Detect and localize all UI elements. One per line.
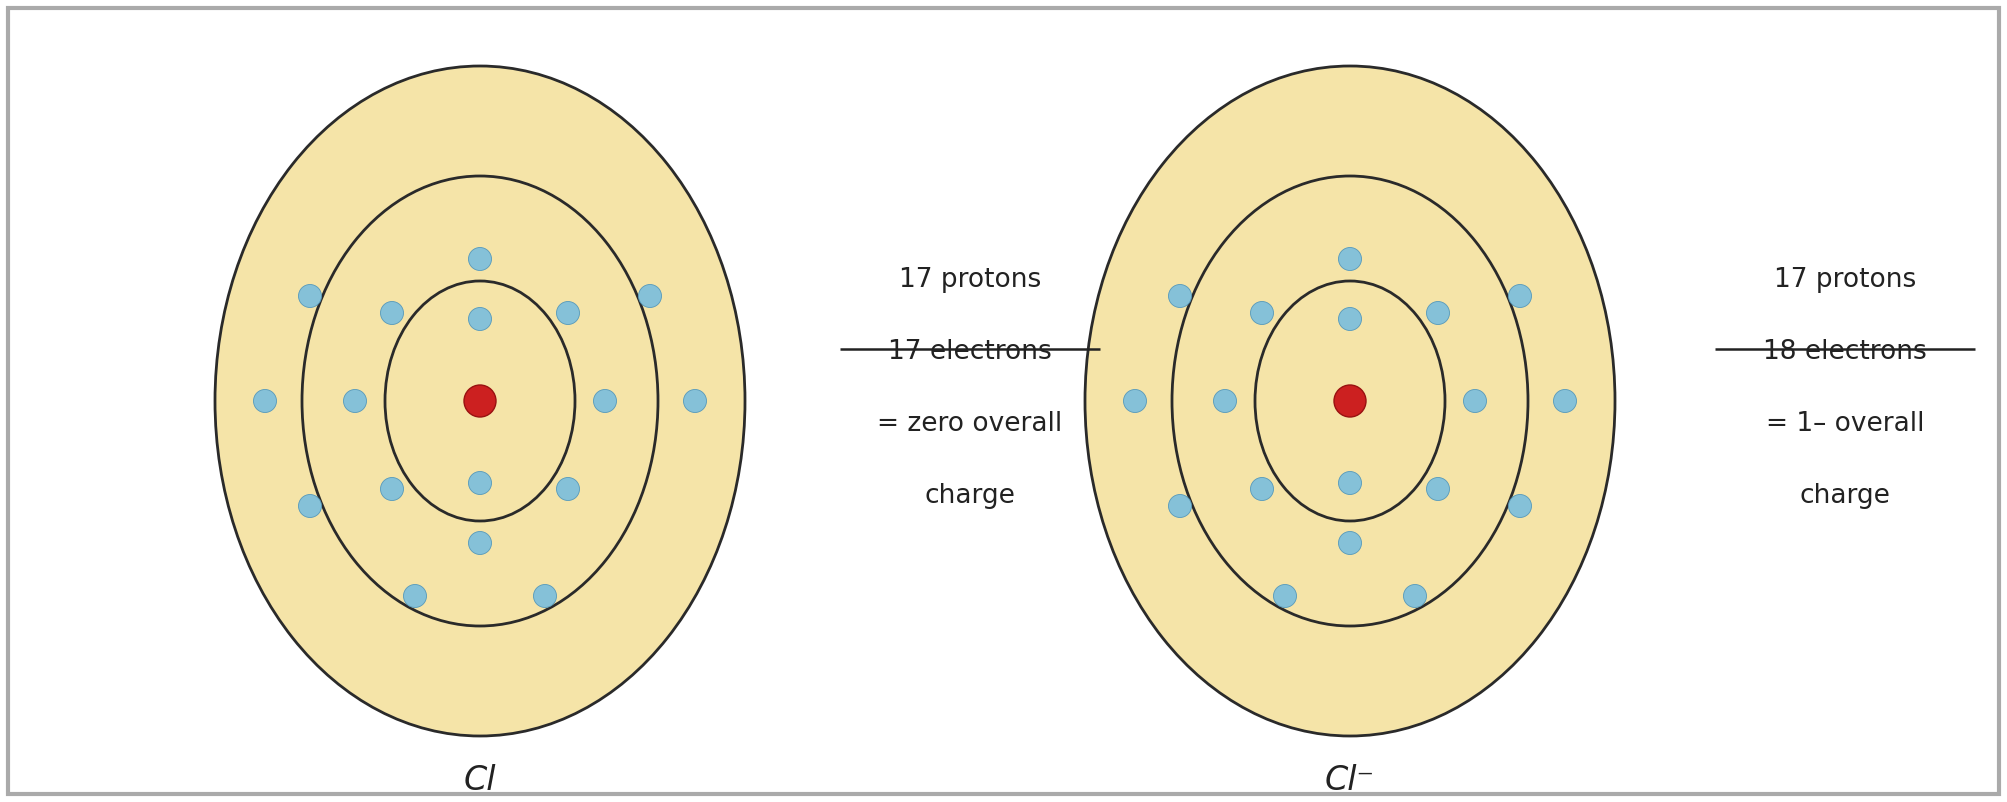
Circle shape <box>253 390 277 412</box>
Circle shape <box>1250 302 1274 325</box>
Text: 17 protons: 17 protons <box>1774 267 1917 293</box>
Circle shape <box>468 248 492 270</box>
Circle shape <box>1509 285 1531 307</box>
Text: Cl: Cl <box>464 764 496 797</box>
Circle shape <box>1553 390 1578 412</box>
Circle shape <box>1427 477 1449 500</box>
Ellipse shape <box>385 281 574 521</box>
Circle shape <box>468 472 492 495</box>
Circle shape <box>1403 585 1427 607</box>
Circle shape <box>594 390 616 412</box>
Text: charge: charge <box>925 483 1016 509</box>
Circle shape <box>464 385 496 417</box>
Circle shape <box>468 532 492 554</box>
Circle shape <box>1168 495 1192 517</box>
Circle shape <box>684 390 706 412</box>
Text: = 1– overall: = 1– overall <box>1766 411 1925 437</box>
Circle shape <box>403 585 427 607</box>
Circle shape <box>1509 495 1531 517</box>
Text: 17 electrons: 17 electrons <box>889 339 1052 365</box>
Circle shape <box>468 307 492 330</box>
Circle shape <box>1339 532 1361 554</box>
Ellipse shape <box>301 176 658 626</box>
Circle shape <box>1250 477 1274 500</box>
Ellipse shape <box>215 66 745 736</box>
Text: 17 protons: 17 protons <box>899 267 1042 293</box>
Text: 18 electrons: 18 electrons <box>1762 339 1927 365</box>
Circle shape <box>1274 585 1297 607</box>
Circle shape <box>1339 472 1361 495</box>
Circle shape <box>299 495 321 517</box>
Text: charge: charge <box>1800 483 1891 509</box>
Circle shape <box>343 390 367 412</box>
Circle shape <box>299 285 321 307</box>
Circle shape <box>381 302 403 325</box>
Circle shape <box>1214 390 1236 412</box>
Circle shape <box>1339 307 1361 330</box>
Circle shape <box>1463 390 1487 412</box>
Ellipse shape <box>1172 176 1527 626</box>
Ellipse shape <box>1254 281 1445 521</box>
Circle shape <box>556 302 580 325</box>
Circle shape <box>556 477 580 500</box>
Circle shape <box>381 477 403 500</box>
Circle shape <box>1427 302 1449 325</box>
Circle shape <box>534 585 556 607</box>
Circle shape <box>1339 248 1361 270</box>
FancyBboxPatch shape <box>8 8 1999 794</box>
Text: = zero overall: = zero overall <box>877 411 1062 437</box>
Circle shape <box>1124 390 1146 412</box>
Ellipse shape <box>1086 66 1616 736</box>
Circle shape <box>638 285 662 307</box>
Circle shape <box>1335 385 1367 417</box>
Text: Cl⁻: Cl⁻ <box>1325 764 1375 797</box>
Circle shape <box>1168 285 1192 307</box>
